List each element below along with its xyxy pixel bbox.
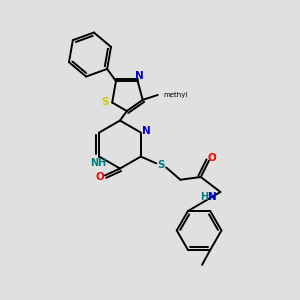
Text: N: N	[135, 71, 143, 81]
Text: methyl: methyl	[164, 92, 188, 98]
Text: NH: NH	[90, 158, 106, 167]
Text: O: O	[208, 153, 217, 163]
Text: H: H	[200, 193, 209, 202]
Text: N: N	[208, 193, 217, 202]
Text: S: S	[101, 97, 108, 107]
Text: S: S	[158, 160, 165, 170]
Text: O: O	[96, 172, 104, 182]
Text: N: N	[142, 126, 151, 136]
